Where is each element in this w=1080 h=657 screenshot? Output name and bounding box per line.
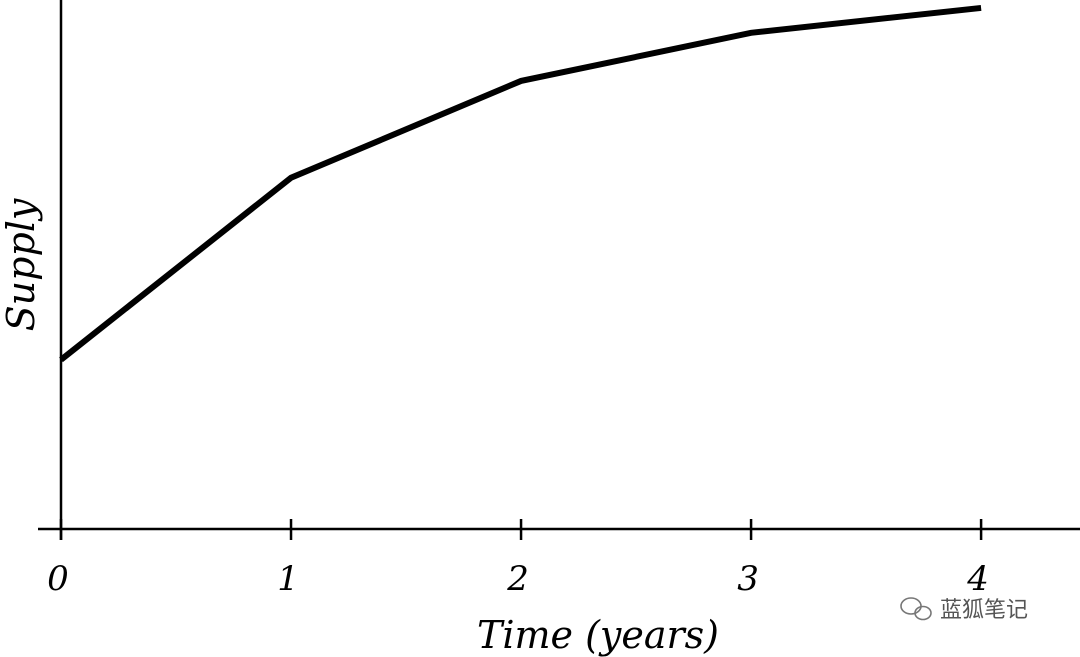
x-tick-label: 2 xyxy=(506,559,529,599)
x-tick-label: 4 xyxy=(966,559,989,599)
x-tick-label: 3 xyxy=(737,559,759,599)
data-line xyxy=(59,4,982,363)
x-axis-label: Time (years) xyxy=(477,613,719,657)
x-tick-label: 0 xyxy=(47,559,69,599)
wechat-icon xyxy=(900,597,932,621)
watermark: 蓝狐笔记 xyxy=(940,598,1028,623)
y-axis-label: Supply xyxy=(0,198,43,331)
x-tick-label: 1 xyxy=(277,559,299,599)
